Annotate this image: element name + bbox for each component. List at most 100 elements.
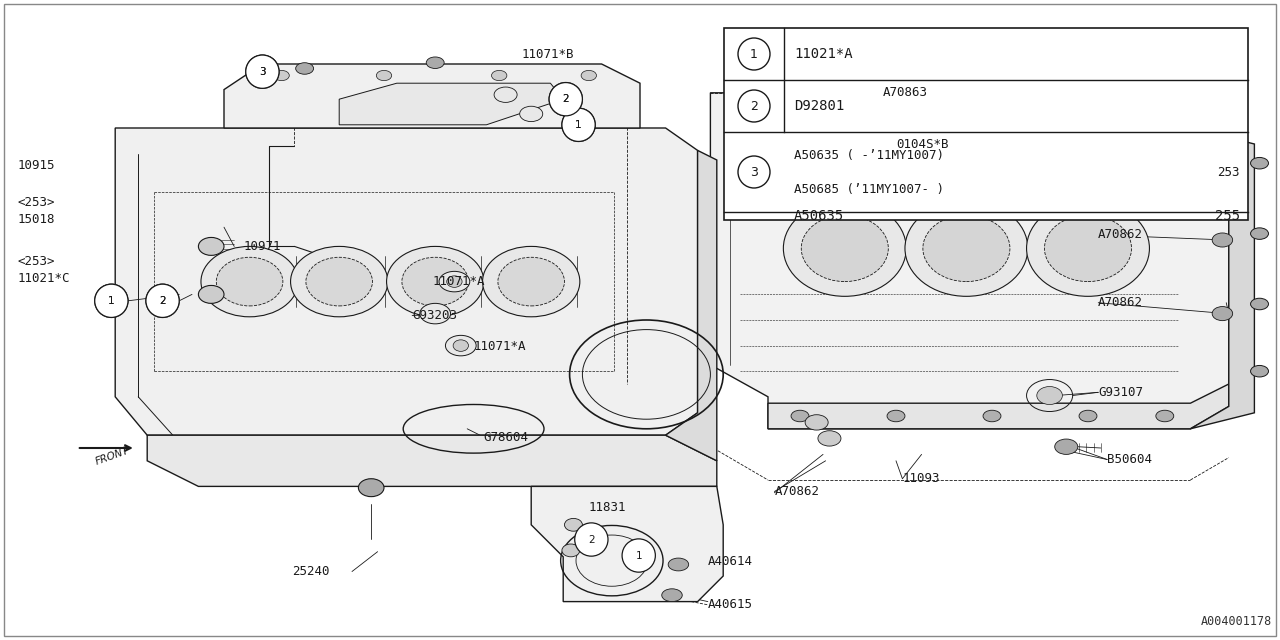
Ellipse shape	[291, 246, 388, 317]
Text: A70862: A70862	[1098, 228, 1143, 241]
Text: 2: 2	[562, 94, 570, 104]
Text: G93107: G93107	[1098, 386, 1143, 399]
Text: 2: 2	[562, 94, 570, 104]
Ellipse shape	[783, 200, 906, 296]
Ellipse shape	[887, 410, 905, 422]
Ellipse shape	[492, 70, 507, 81]
Ellipse shape	[439, 271, 470, 292]
Ellipse shape	[483, 246, 580, 317]
Ellipse shape	[1037, 387, 1062, 404]
Ellipse shape	[420, 303, 451, 324]
Text: 10915: 10915	[18, 159, 55, 172]
Text: 2: 2	[588, 534, 595, 545]
Text: 1: 1	[750, 47, 758, 61]
Ellipse shape	[402, 257, 468, 306]
Ellipse shape	[447, 276, 462, 287]
Ellipse shape	[1055, 439, 1078, 454]
Text: 25240: 25240	[292, 565, 330, 578]
Ellipse shape	[805, 415, 828, 430]
Polygon shape	[339, 83, 563, 125]
Text: A40614: A40614	[708, 556, 753, 568]
Ellipse shape	[453, 340, 468, 351]
Text: 11071*B: 11071*B	[521, 48, 575, 61]
Text: 1: 1	[108, 296, 115, 306]
Ellipse shape	[95, 284, 128, 317]
Ellipse shape	[562, 108, 595, 141]
Ellipse shape	[564, 518, 582, 531]
Text: A50685 (’11MY1007- ): A50685 (’11MY1007- )	[794, 182, 945, 195]
Text: 11021*A: 11021*A	[794, 47, 852, 61]
Text: 2: 2	[159, 296, 166, 306]
Ellipse shape	[739, 38, 771, 70]
Ellipse shape	[426, 57, 444, 68]
Ellipse shape	[146, 284, 179, 317]
Ellipse shape	[785, 116, 803, 127]
Ellipse shape	[498, 257, 564, 306]
Text: A40615: A40615	[708, 598, 753, 611]
Text: D92801: D92801	[794, 99, 845, 113]
Ellipse shape	[216, 257, 283, 306]
Ellipse shape	[818, 431, 841, 446]
Ellipse shape	[801, 215, 888, 282]
Ellipse shape	[575, 523, 608, 556]
Text: A70863: A70863	[883, 86, 928, 99]
Text: 253: 253	[1217, 166, 1240, 179]
Ellipse shape	[1027, 105, 1047, 119]
Ellipse shape	[376, 70, 392, 81]
Text: 1: 1	[575, 120, 582, 130]
Text: 3: 3	[259, 67, 266, 77]
Ellipse shape	[494, 87, 517, 102]
Ellipse shape	[358, 479, 384, 497]
Polygon shape	[147, 435, 717, 486]
Polygon shape	[768, 384, 1229, 429]
Ellipse shape	[562, 108, 595, 141]
Ellipse shape	[923, 215, 1010, 282]
Text: 1: 1	[635, 550, 643, 561]
Ellipse shape	[1251, 298, 1268, 310]
Ellipse shape	[983, 410, 1001, 422]
Ellipse shape	[836, 108, 854, 120]
Text: G93203: G93203	[412, 309, 457, 322]
Ellipse shape	[1212, 307, 1233, 321]
Polygon shape	[710, 93, 1229, 429]
Text: A70862: A70862	[774, 485, 819, 498]
Polygon shape	[1190, 138, 1254, 429]
Ellipse shape	[198, 237, 224, 255]
Text: 1: 1	[575, 120, 582, 130]
Text: 11071*A: 11071*A	[474, 340, 526, 353]
Ellipse shape	[549, 83, 582, 116]
Text: B50604: B50604	[1107, 453, 1152, 466]
Ellipse shape	[274, 70, 289, 81]
Ellipse shape	[662, 589, 682, 602]
Polygon shape	[531, 486, 723, 602]
Ellipse shape	[387, 246, 484, 317]
Text: 11093: 11093	[902, 472, 940, 485]
Text: 1: 1	[108, 296, 115, 306]
Text: <253>: <253>	[18, 196, 55, 209]
Ellipse shape	[791, 410, 809, 422]
Text: 10971: 10971	[243, 240, 280, 253]
Text: A70862: A70862	[1098, 296, 1143, 309]
Ellipse shape	[520, 106, 543, 122]
Ellipse shape	[1156, 410, 1174, 422]
Ellipse shape	[306, 257, 372, 306]
Text: 15018: 15018	[18, 213, 55, 226]
Ellipse shape	[1251, 157, 1268, 169]
Text: 2: 2	[750, 99, 758, 113]
Polygon shape	[224, 64, 640, 128]
Ellipse shape	[975, 100, 996, 115]
Ellipse shape	[549, 83, 582, 116]
Ellipse shape	[95, 284, 128, 317]
Ellipse shape	[1044, 215, 1132, 282]
Text: 11021*C: 11021*C	[18, 272, 70, 285]
Ellipse shape	[146, 284, 179, 317]
Ellipse shape	[198, 285, 224, 303]
Ellipse shape	[246, 55, 279, 88]
Text: 11071*A: 11071*A	[433, 275, 485, 288]
Ellipse shape	[201, 246, 298, 317]
Ellipse shape	[622, 539, 655, 572]
Ellipse shape	[562, 544, 580, 557]
Text: 3: 3	[259, 67, 266, 77]
Ellipse shape	[296, 63, 314, 74]
Text: 2: 2	[159, 296, 166, 306]
